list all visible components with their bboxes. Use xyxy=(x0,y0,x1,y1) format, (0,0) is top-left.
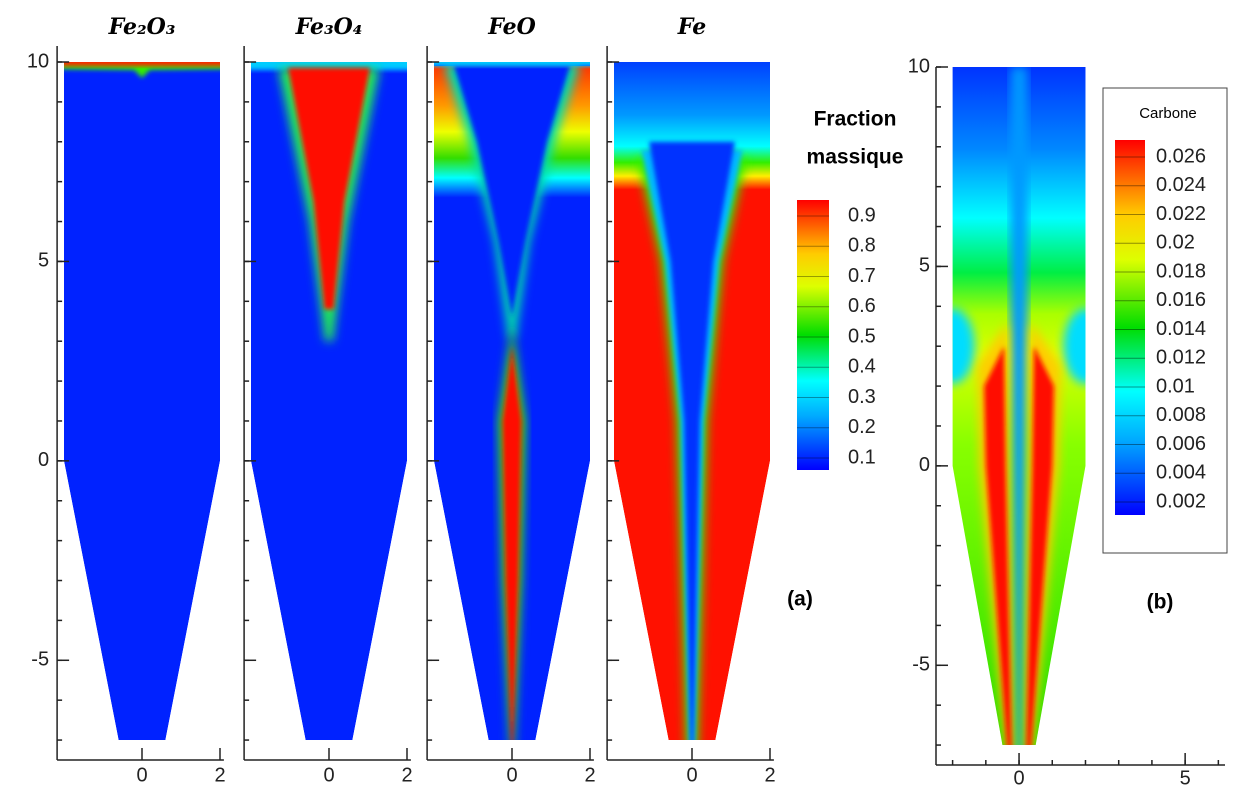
panel-title: Fe₃O₄ xyxy=(295,14,363,40)
panel-title: Fe₂O₃ xyxy=(108,14,176,40)
colorbar-label: 0.3 xyxy=(848,386,876,408)
panel-title: FeO xyxy=(487,14,536,40)
colorbar-label: 0.026 xyxy=(1156,145,1206,167)
x-tick-label: 0 xyxy=(686,764,697,786)
region xyxy=(288,67,370,310)
colorbar-label: 0.9 xyxy=(848,204,876,226)
x-tick-label: 0 xyxy=(136,764,147,786)
y-tick-label: 0 xyxy=(38,449,49,471)
colorbar-label: 0.008 xyxy=(1156,404,1206,426)
field xyxy=(952,67,1086,746)
region xyxy=(1026,346,1054,746)
colorbar xyxy=(1115,140,1145,515)
region xyxy=(649,141,735,741)
colorbar-label: 0.01 xyxy=(1156,375,1195,397)
colorbar xyxy=(797,200,829,470)
colorbar-label: 0.024 xyxy=(1156,174,1206,196)
colorbar-label: 0.022 xyxy=(1156,203,1206,225)
colorbar-label: 0.8 xyxy=(848,235,876,257)
x-tick-label: 5 xyxy=(1180,767,1191,789)
y-tick-label: 10 xyxy=(908,55,930,77)
colorbar-title: massique xyxy=(807,146,904,169)
colorbar-label: 0.018 xyxy=(1156,260,1206,282)
x-tick-label: 2 xyxy=(764,764,775,786)
y-tick-label: 5 xyxy=(38,250,49,272)
region xyxy=(251,62,407,70)
colorbar-label: 0.4 xyxy=(848,356,876,378)
field xyxy=(614,62,770,741)
base xyxy=(64,62,220,741)
region xyxy=(1063,308,1086,385)
panel-label: (b) xyxy=(1147,591,1174,614)
region xyxy=(984,346,1012,746)
y-tick-label: -5 xyxy=(31,649,49,671)
field xyxy=(251,62,407,741)
x-tick-label: 0 xyxy=(506,764,517,786)
colorbar-label: 0.2 xyxy=(848,416,876,438)
region xyxy=(453,63,571,318)
colorbar-label: 0.6 xyxy=(848,295,876,317)
colorbar-label: 0.006 xyxy=(1156,433,1206,455)
y-tick-label: 5 xyxy=(919,255,930,277)
colorbar-label: 0.004 xyxy=(1156,462,1206,484)
colorbar-label: 0.7 xyxy=(848,265,876,287)
y-tick-label: 10 xyxy=(27,50,49,72)
colorbar-label: 0.5 xyxy=(848,325,876,347)
region xyxy=(502,345,522,741)
field xyxy=(434,62,590,741)
x-tick-label: 0 xyxy=(323,764,334,786)
field xyxy=(64,62,220,741)
y-tick-label: 0 xyxy=(919,454,930,476)
y-tick-label: -5 xyxy=(912,654,930,676)
colorbar-title: Carbone xyxy=(1139,105,1197,122)
colorbar-label: 0.002 xyxy=(1156,490,1206,512)
colorbar-title: Fraction xyxy=(814,108,897,131)
colorbar-label: 0.012 xyxy=(1156,347,1206,369)
x-tick-label: 2 xyxy=(584,764,595,786)
panel-label: (a) xyxy=(787,588,813,611)
panel-title: Fe xyxy=(677,14,706,40)
region xyxy=(1010,67,1028,746)
base xyxy=(251,62,407,741)
region xyxy=(952,308,975,385)
colorbar-label: 0.014 xyxy=(1156,318,1206,340)
x-tick-label: 0 xyxy=(1013,767,1024,789)
region xyxy=(434,62,590,66)
colorbar-label: 0.016 xyxy=(1156,289,1206,311)
x-tick-label: 2 xyxy=(401,764,412,786)
region xyxy=(64,62,220,66)
x-tick-label: 2 xyxy=(214,764,225,786)
colorbar-label: 0.1 xyxy=(848,446,876,468)
colorbar-label: 0.02 xyxy=(1156,232,1195,254)
